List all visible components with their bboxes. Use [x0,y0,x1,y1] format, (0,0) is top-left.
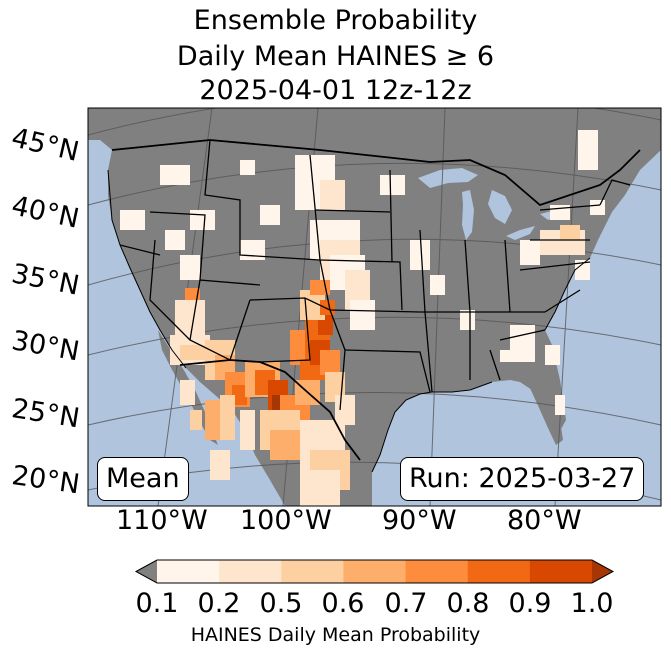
colorbar-tick: 1.0 [570,588,614,619]
title-line-3: 2025-04-01 12z-12z [199,75,472,106]
coastline [107,169,591,473]
colorbar-over-arrow [592,560,613,583]
probability-cell [260,205,280,225]
title-line-2: Daily Mean HAINES ≥ 6 [176,41,495,72]
probability-cell [320,350,340,375]
colorbar-tick: 0.8 [446,588,490,619]
probability-cell [460,310,475,330]
probability-cell [270,430,300,460]
colorbar-cell [405,560,469,583]
probability-cell [335,395,355,425]
probability-cell [240,160,255,175]
colorbar [134,559,615,584]
florida [530,380,563,445]
probability-cell [430,275,445,295]
probability-cell [180,345,205,360]
probability-cell [320,300,335,315]
probability-cell [210,450,230,480]
lon-label-90: 90°W [382,505,457,536]
probability-cell [578,130,598,170]
lake-huron [488,190,512,224]
lake-michigan [462,190,474,240]
colorbar-tick: 0.9 [508,588,552,619]
lon-label-100: 100°W [240,505,332,536]
probability-cell [555,395,565,415]
colorbar-label: HAINES Daily Mean Probability [190,624,481,646]
probability-cell [575,260,590,280]
probability-cell [500,350,535,362]
lake-superior [418,168,478,188]
probability-cell [320,180,345,210]
probability-cell [165,230,185,250]
probability-cell [160,165,190,185]
probability-cell [180,380,195,405]
probability-cell [240,240,265,260]
colorbar-tick: 0.1 [135,588,179,619]
probability-cell [520,240,540,265]
title-line-1: Ensemble Probability [193,5,478,36]
colorbar-tick: 0.6 [321,588,365,619]
colorbar-cell [219,560,282,583]
probability-cell [120,210,145,230]
colorbar-tick: 0.7 [384,588,428,619]
country-borders [111,139,641,461]
probability-cell [185,288,200,300]
colorbar-tick: 0.2 [197,588,241,619]
colorbar-cell [157,560,220,583]
probability-cell [300,470,340,506]
probability-cell [560,225,580,240]
probability-cell [190,210,215,230]
probability-cell [350,300,375,330]
lake-erie [506,226,535,240]
probability-cell [325,372,345,402]
probability-cell [205,400,220,440]
probability-cell [180,255,200,280]
mean-label-box: Mean [97,457,189,501]
probability-cell [410,240,430,270]
colorbar-cell [529,560,593,583]
probability-cell [240,410,255,450]
colorbar-cell [281,560,344,583]
run-date-box: Run: 2025-03-27 [400,457,645,501]
probability-cell [220,395,235,440]
map-frame [87,107,662,507]
probability-cell [380,175,405,195]
lon-label-80: 80°W [507,505,582,536]
probability-cell [232,385,247,405]
probability-cell [545,345,560,365]
probability-cell [190,410,202,430]
colorbar-cell [343,560,407,583]
probability-cell [590,200,605,215]
lon-label-110: 110°W [116,505,208,536]
colorbar-cell [467,560,531,583]
colorbar-tick: 0.5 [259,588,303,619]
colorbar-under-arrow [136,560,157,583]
